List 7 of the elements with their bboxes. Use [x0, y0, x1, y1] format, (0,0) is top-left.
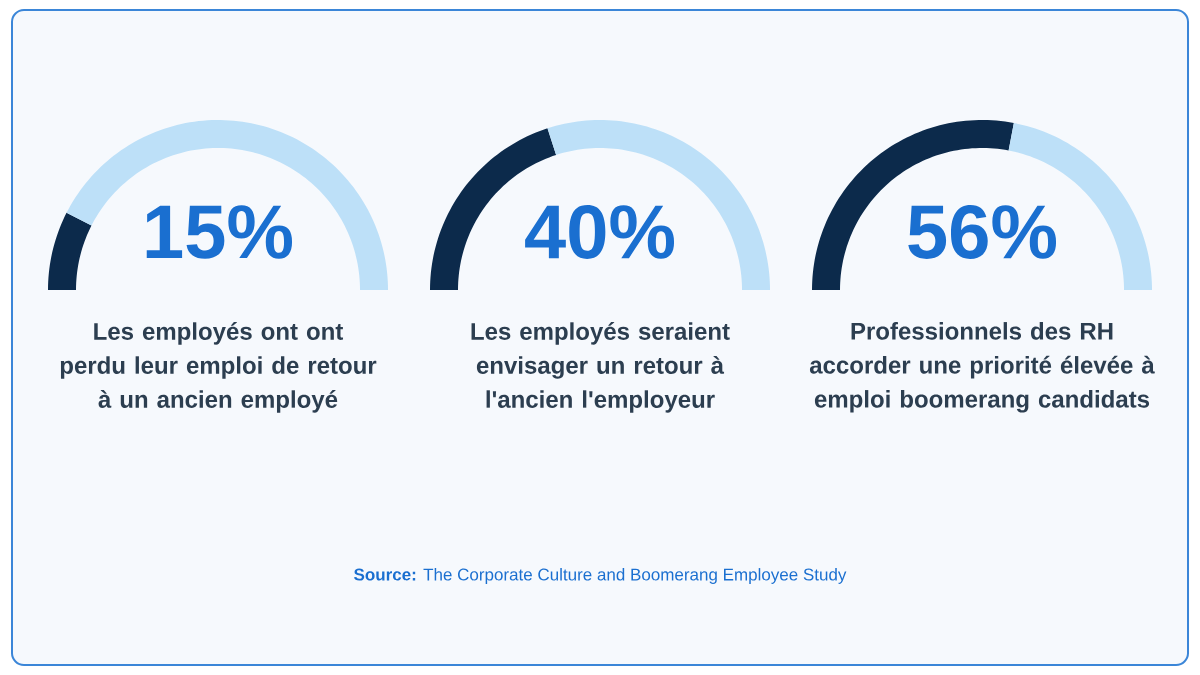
text: Les employés seraient envisager un retour à l'ancien l'employeur [471, 322, 730, 413]
text: 40% [525, 205, 675, 259]
text: Professionnels des RH accorder une priorité élevée à emploi boomerang candidats [809, 322, 1155, 413]
text: 56% [908, 205, 1057, 259]
text: Les employés ont ont perdu leur emploi de retour à un ancien employé [60, 322, 377, 413]
text: Source: The Corporate Culture and Boomerang Employee Study [354, 568, 847, 584]
text: 15% [146, 205, 293, 259]
